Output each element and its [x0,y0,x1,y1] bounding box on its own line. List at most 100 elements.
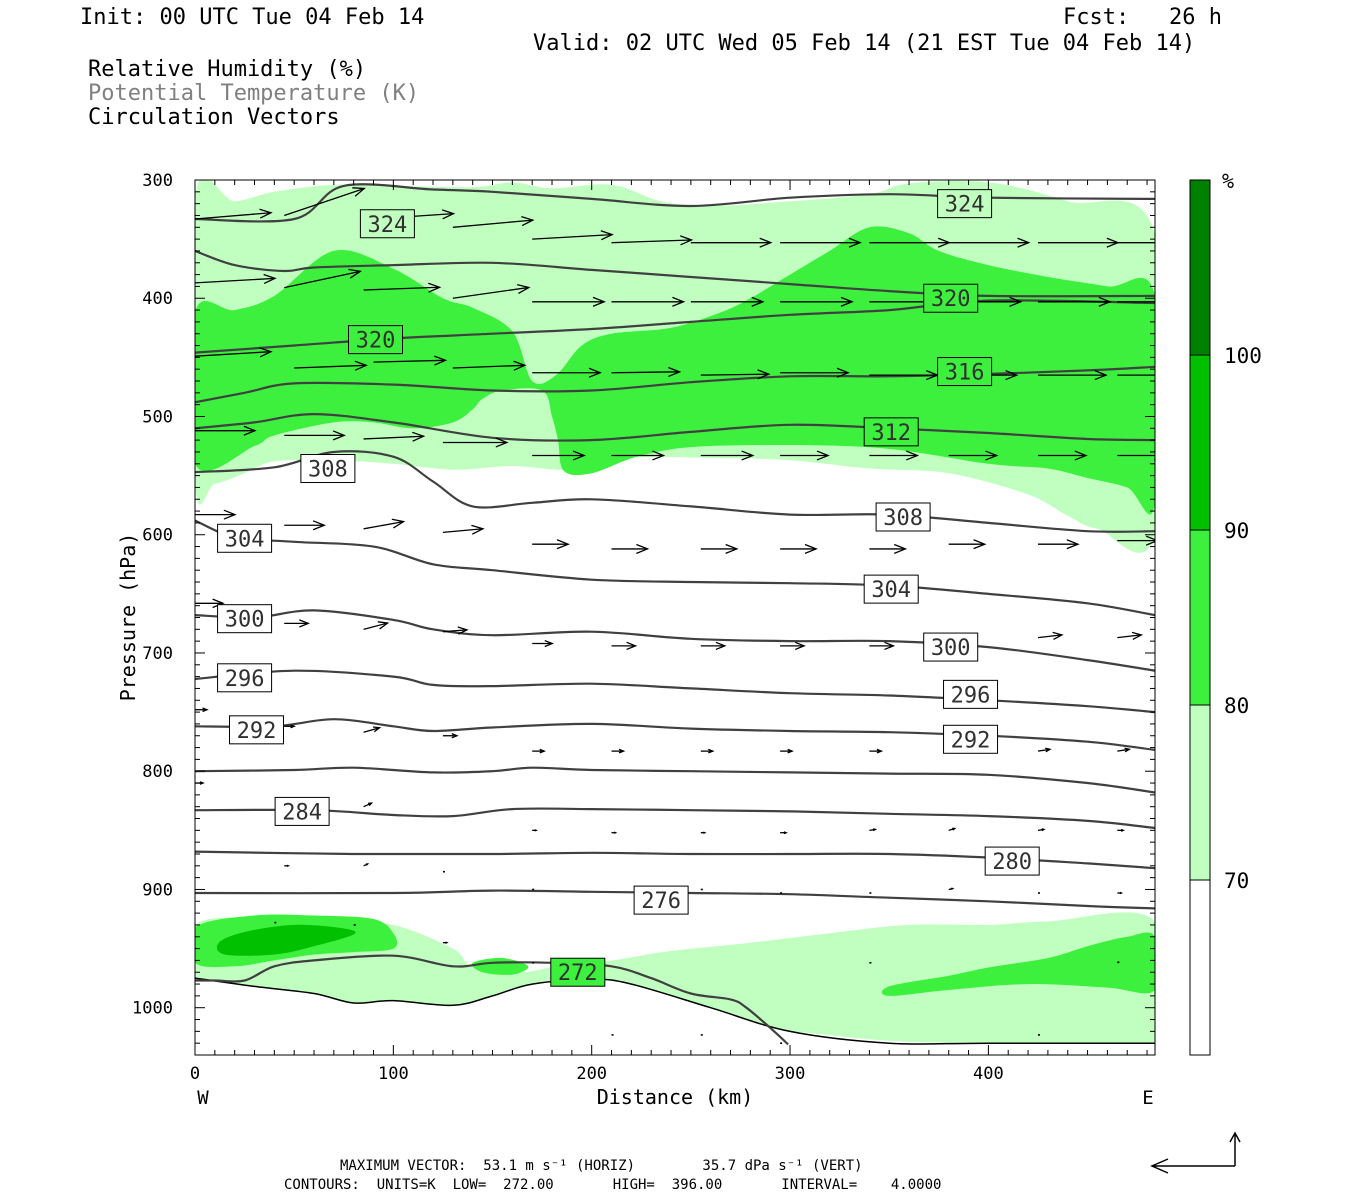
circulation-vector [442,941,449,944]
vector-head [668,366,682,378]
contour-label-text: 308 [883,506,923,531]
circulation-vector [532,296,606,307]
contour-label-box [937,357,993,387]
circulation-vector [780,367,850,378]
circulation-vector [1117,242,1155,244]
colorbar-segment [1189,529,1211,706]
circulation-vector [532,450,586,461]
circulation-vector [1117,747,1132,753]
contour-label-text: 280 [992,850,1032,875]
valid-time: Valid: 02 UTC Wed 05 Feb 14 (21 EST Tue … [533,31,1196,56]
vector-head [517,283,531,294]
vector-head [708,748,715,754]
vector-head [680,235,694,246]
theta-contour-292 [195,718,1155,751]
vector-shaft [1037,634,1063,639]
theta-contour-296 [195,669,1155,714]
vector-head [368,802,374,807]
vector-head [1074,450,1088,461]
circulation-vector [948,539,987,550]
circulation-vector [780,450,830,461]
contour-label: 296 [217,663,273,693]
circulation-vector [700,641,727,651]
vector-head [592,296,606,307]
circulation-vector [1037,450,1088,461]
circulation-vector-layer [195,187,1155,1044]
circulation-vector [948,450,999,461]
vector-head [672,296,686,307]
vector-head [513,360,527,371]
vector-head [893,543,908,554]
vector-head [985,450,999,461]
axis-layer: 300 400 500 600 700 800 900 1000 0 100 200 300 400 W E… [116,171,1155,1109]
vector-head [1066,539,1080,550]
vector-shaft [442,528,483,534]
y-tick-label: 600 [142,526,173,546]
contour-label-box [300,454,356,484]
vector-shaft [452,286,529,299]
contour-label-layer: 324 324 320 320 316 312 308 308 304 304 300 300 296 2… [217,189,1040,987]
y-tick-label: 700 [142,644,173,664]
vector-shaft [363,286,440,291]
vector-head [600,230,614,241]
circulation-vector [869,450,920,461]
circulation-vector [700,450,755,461]
vector-shaft [452,364,525,369]
contour-label-box [923,632,979,662]
contour-label: 316 [937,357,993,387]
vector-head [783,831,788,835]
circulation-vector [532,367,602,378]
vector-head [259,208,273,219]
vector-head [1009,296,1023,307]
circulation-vector [780,831,788,835]
vector-shaft [700,373,769,376]
circulation-vector [532,539,570,550]
circulation-vector [780,641,806,651]
vector-shaft [452,219,533,228]
west-label: W [197,1087,209,1109]
vector-head [223,509,237,520]
contour-label-text: 300 [931,636,971,661]
vector-head [202,707,209,713]
vector-head [434,355,448,366]
vector-head [445,941,449,944]
vector-shaft [532,233,613,240]
vector-head [391,518,406,529]
y-tick-label: 900 [142,880,173,900]
circulation-vector [1117,374,1155,376]
circulation-vector [195,509,237,520]
colorbar-tick-label: 70 [1224,869,1249,893]
vector-head [1017,237,1031,248]
vector-shaft [195,212,272,220]
rh-region-80-90 [881,932,1155,996]
circulation-vector [1037,296,1112,307]
contour-label: 276 [633,885,689,915]
circulation-vector [1117,535,1155,546]
rh-region-70-80 [195,912,1155,1051]
vector-head [751,296,765,307]
vector-shaft [1117,748,1130,752]
colorbar-tick-label: 90 [1224,519,1249,543]
vector-head [613,831,618,834]
vector-shaft [363,622,388,630]
vector-head [457,626,469,635]
vector-head [441,209,456,220]
circulation-vector [700,543,739,554]
vector-shaft [1117,634,1142,639]
circulation-vector [363,518,406,530]
contour-label: 308 [300,454,356,484]
contour-label-text: 296 [951,683,991,708]
contour-label-text: 304 [871,578,911,603]
x-tick-label: 400 [973,1064,1004,1084]
contour-label-text: 324 [945,193,985,218]
vector-head [199,781,205,785]
vector-head [1120,828,1126,832]
contour-label-text: 296 [225,667,265,692]
circulation-vector [363,282,442,293]
x-axis-title: Distance (km) [597,1085,754,1109]
max-vector-info: MAXIMUM VECTOR: 53.1 m s⁻¹ (HORIZ) 35.7 … [340,1158,863,1174]
contour-label: 304 [217,523,273,553]
circulation-vector [532,639,554,648]
circulation-vector [611,831,618,834]
contour-label-text: 316 [945,361,985,386]
